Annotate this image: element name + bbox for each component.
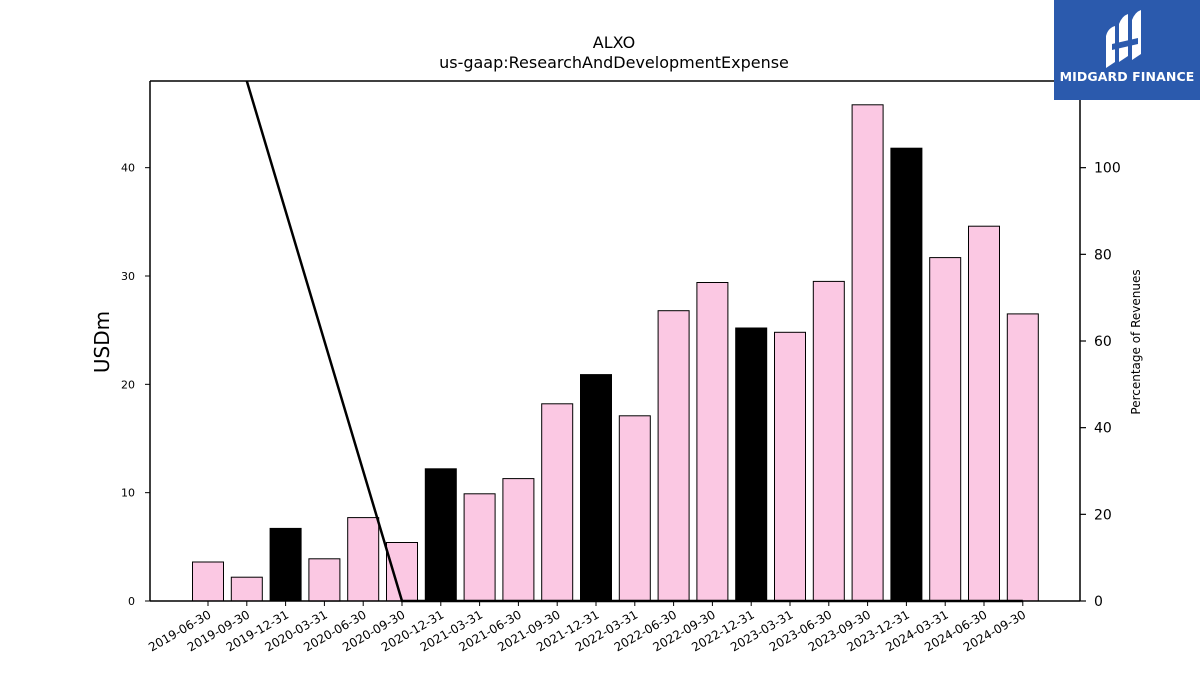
- y-tick-label: 0: [128, 595, 135, 608]
- bar-2023-09-30: [851, 104, 884, 602]
- brand-name: MIDGARD FINANCE: [1059, 69, 1195, 84]
- bar-2021-03-31: [463, 493, 496, 602]
- y2-tick-label: 0: [1094, 594, 1103, 610]
- bar-2022-12-31: [735, 327, 768, 602]
- bar-2020-09-30: [386, 542, 418, 602]
- y2-tick-label: 60: [1094, 334, 1112, 350]
- chart-subtitle: us-gaap:ResearchAndDevelopmentExpense: [439, 53, 789, 72]
- bar-2024-09-30: [1006, 313, 1039, 602]
- y2-tick-label: 20: [1094, 507, 1112, 523]
- bar-2020-12-31: [424, 468, 457, 602]
- y2-axis-label: Percentage of Revenues: [1129, 269, 1143, 414]
- y2-tick-label: 100: [1094, 161, 1121, 177]
- bar-2019-12-31: [269, 527, 302, 602]
- y2-tick-label: 80: [1094, 247, 1112, 263]
- bar-2020-06-30: [347, 517, 380, 602]
- bar-2020-03-31: [308, 558, 341, 602]
- bar-2024-06-30: [968, 225, 1000, 602]
- bar-2019-09-30: [230, 576, 263, 602]
- bar-2019-06-30: [192, 561, 224, 602]
- midgard-logo-mark-icon: [1106, 10, 1141, 68]
- bar-2024-03-31: [929, 257, 962, 602]
- y-tick-label: 40: [121, 162, 135, 175]
- y-tick-label: 20: [121, 378, 135, 391]
- bar-2023-12-31: [890, 147, 923, 602]
- bar-2021-06-30: [502, 478, 535, 602]
- y-tick-label: 30: [121, 270, 135, 283]
- bar-2022-06-30: [657, 310, 690, 602]
- bar-2021-09-30: [541, 403, 574, 602]
- y-axis-label: USDm: [90, 311, 114, 373]
- y2-tick-label: 40: [1094, 421, 1112, 437]
- bar-2022-09-30: [696, 282, 729, 602]
- chart-title: ALXO: [593, 33, 635, 52]
- bar-2023-03-31: [774, 331, 806, 602]
- bar-2023-06-30: [812, 280, 845, 602]
- midgard-finance-logo: MIDGARD FINANCE: [1054, 0, 1200, 100]
- y-tick-label: 10: [121, 487, 135, 500]
- bar-2021-12-31: [580, 374, 612, 602]
- bar-2022-03-31: [618, 415, 651, 602]
